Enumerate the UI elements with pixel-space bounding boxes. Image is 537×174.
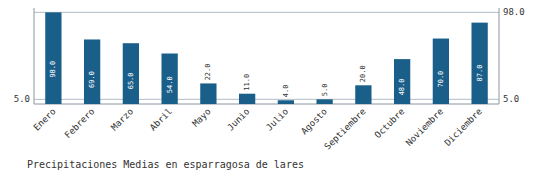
- chart: 98.0 69.0 65.0 54.0 22.0 11.0 4.0 5.0 20.0 48.0 70…: [0, 0, 537, 174]
- bar: [123, 43, 139, 104]
- y-tick-labels: 5.0: [14, 94, 30, 104]
- title: Precipitaciones Medias en esparragosa de…: [27, 159, 304, 170]
- data-label: 11.0: [243, 74, 251, 91]
- bar: [161, 53, 177, 104]
- x-tick-label: Mayo: [190, 106, 212, 128]
- x-axis-line: [34, 104, 499, 105]
- y-tick-label: 5.0: [14, 94, 30, 104]
- axes: [34, 8, 499, 104]
- grid: [34, 12, 499, 99]
- y2-axis-line: [499, 8, 500, 104]
- data-label: 54.0: [166, 76, 174, 93]
- bars: [45, 12, 488, 104]
- data-label: 98.0: [49, 61, 57, 78]
- y2-tick-labels: 5.0 98.0: [503, 7, 525, 104]
- data-label: 5.0: [321, 84, 329, 97]
- data-label: 70.0: [437, 71, 445, 88]
- x-tick-label: Julio: [264, 106, 290, 132]
- bar: [45, 12, 61, 104]
- bar: [471, 23, 487, 104]
- data-label: 20.0: [359, 65, 367, 82]
- data-label: 69.0: [88, 71, 96, 88]
- x-tick-label: Marzo: [109, 106, 135, 132]
- x-tick-label: Junio: [225, 106, 251, 132]
- data-label: 22.0: [204, 63, 212, 80]
- bar: [394, 59, 410, 104]
- bar: [200, 83, 216, 104]
- data-label: 87.0: [476, 65, 484, 82]
- bar: [433, 39, 449, 104]
- bar: [316, 99, 332, 104]
- x-tick-label: Noviembre: [404, 106, 446, 148]
- x-tick-label: Septiembre: [322, 106, 367, 151]
- x-tick-label: Diciembre: [442, 106, 484, 148]
- y2-tick-label: 98.0: [503, 7, 525, 17]
- y-axis-line: [34, 8, 35, 104]
- chart-container: 98.0 69.0 65.0 54.0 22.0 11.0 4.0 5.0 20.0 48.0 70…: [0, 0, 537, 174]
- y2-tick-label: 5.0: [503, 94, 519, 104]
- bar: [278, 100, 294, 104]
- data-label: 65.0: [127, 72, 135, 89]
- x-tick-label: Octubre: [373, 106, 407, 140]
- data-label: 4.0: [282, 85, 290, 98]
- x-tick-labels: EneroFebrero Marzo Abril Mayo Junio Julio Agos…: [32, 106, 484, 151]
- grid-line: [34, 99, 499, 100]
- bar: [84, 39, 100, 104]
- data-labels: 98.0 69.0 65.0 54.0 22.0 11.0 4.0 5.0 20.0 48.0 70…: [49, 61, 483, 97]
- x-tick-label: Febrero: [63, 106, 97, 140]
- data-label: 48.0: [398, 79, 406, 96]
- bar: [239, 94, 255, 104]
- x-tick-label: Enero: [32, 106, 58, 132]
- bar: [355, 85, 371, 104]
- x-tick-label: Agosto: [299, 106, 329, 136]
- grid-line: [34, 12, 499, 13]
- x-tick-label: Abril: [148, 106, 174, 132]
